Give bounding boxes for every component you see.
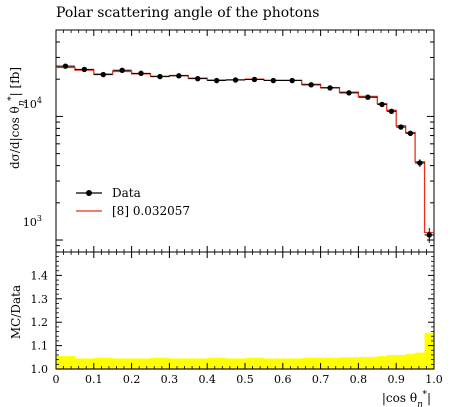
data-point bbox=[346, 90, 352, 96]
data-point bbox=[398, 124, 404, 130]
ratio-y-tick-label: 1.4 bbox=[31, 269, 49, 282]
data-point bbox=[176, 73, 182, 79]
data-point bbox=[365, 94, 371, 100]
svg-text:dσ/d|cos θη*| [fb]: dσ/d|cos θη*| [fb] bbox=[7, 67, 27, 169]
x-tick-label: 0.8 bbox=[350, 373, 368, 386]
ratio-band-bin bbox=[226, 358, 246, 369]
chart-title: Polar scattering angle of the photons bbox=[56, 5, 319, 21]
ratio-band-bin bbox=[424, 332, 435, 369]
data-point bbox=[138, 70, 144, 77]
ratio-band-bin bbox=[207, 357, 227, 369]
x-tick-label: 0.4 bbox=[198, 373, 216, 386]
legend-data-label: Data bbox=[112, 186, 141, 200]
x-tick-label: 0.6 bbox=[274, 373, 292, 386]
data-point bbox=[407, 130, 414, 136]
ratio-band-bin bbox=[282, 358, 302, 369]
ratio-band-bin bbox=[358, 356, 378, 369]
data-point bbox=[417, 160, 423, 166]
main-y-axis-label: dσ/d|cos θη*| [fb] bbox=[7, 67, 27, 169]
x-tick-label: 0 bbox=[53, 373, 60, 386]
ratio-band-bin bbox=[386, 354, 397, 369]
data-point bbox=[426, 232, 432, 238]
data-point bbox=[213, 77, 220, 84]
ratio-band-bin bbox=[245, 357, 265, 369]
ratio-band-bin bbox=[301, 357, 321, 369]
ratio-band-bin bbox=[188, 358, 208, 369]
x-tick-label: 0.1 bbox=[85, 373, 103, 386]
legend-entry-data: Data bbox=[76, 186, 141, 200]
svg-text:|cos θη*|: |cos θη*| bbox=[382, 390, 431, 407]
data-point bbox=[119, 67, 125, 74]
ratio-y-tick-label: 1.0 bbox=[31, 363, 49, 376]
x-tick-label: 0.7 bbox=[312, 373, 330, 386]
ratio-y-tick-label: 1.2 bbox=[31, 316, 49, 329]
ratio-band-bin bbox=[56, 356, 76, 369]
ratio-band-bin bbox=[263, 358, 284, 369]
data-point bbox=[388, 108, 395, 114]
ratio-y-axis-label: MC/Data bbox=[9, 285, 23, 339]
ratio-band-bin bbox=[112, 358, 132, 369]
data-point bbox=[195, 75, 201, 82]
data-point bbox=[157, 73, 163, 80]
data-point bbox=[251, 76, 258, 83]
data-point bbox=[232, 77, 239, 83]
ratio-band-bin bbox=[339, 357, 359, 369]
data-series bbox=[56, 63, 434, 243]
ratio-band-bin bbox=[415, 352, 425, 369]
y-tick-label-1000: 103 bbox=[23, 214, 42, 229]
data-point bbox=[327, 85, 333, 91]
ratio-y-tick-label: 1.3 bbox=[31, 293, 49, 306]
data-point bbox=[100, 71, 106, 78]
ratio-band-bin bbox=[93, 357, 113, 369]
data-point bbox=[289, 77, 295, 84]
x-tick-label: 0.9 bbox=[387, 373, 405, 386]
ratio-plot-frame bbox=[55, 251, 435, 370]
x-axis-label: |cos θη*| bbox=[382, 390, 431, 407]
ratio-band-bin bbox=[169, 358, 189, 369]
ratio-band-bin bbox=[405, 353, 416, 369]
x-tick-label: 1.0 bbox=[425, 373, 443, 386]
ratio-band-bin bbox=[131, 358, 151, 369]
data-point bbox=[62, 63, 69, 69]
data-point bbox=[308, 82, 314, 88]
legend: Data [8] 0.032057 bbox=[76, 186, 190, 218]
data-point bbox=[270, 77, 277, 84]
ratio-band-bin bbox=[150, 357, 170, 369]
legend-entry-mc: [8] 0.032057 bbox=[76, 204, 190, 218]
y-tick-label-10000: 104 bbox=[23, 96, 42, 111]
main-plot-frame bbox=[55, 29, 435, 253]
data-point bbox=[379, 101, 385, 108]
legend-data-marker bbox=[86, 190, 92, 196]
ratio-band-bin bbox=[377, 356, 388, 369]
ratio-band-bin bbox=[74, 358, 95, 369]
legend-mc-label: [8] 0.032057 bbox=[112, 204, 190, 218]
ratio-band-bin bbox=[396, 354, 406, 369]
ratio-band bbox=[56, 332, 435, 369]
x-tick-label: 0.2 bbox=[123, 373, 141, 386]
ratio-y-tick-label: 1.1 bbox=[31, 340, 49, 353]
x-tick-label: 0.3 bbox=[161, 373, 179, 386]
data-point bbox=[81, 66, 88, 73]
x-tick-label: 0.5 bbox=[236, 373, 254, 386]
ratio-band-bin bbox=[320, 357, 340, 369]
